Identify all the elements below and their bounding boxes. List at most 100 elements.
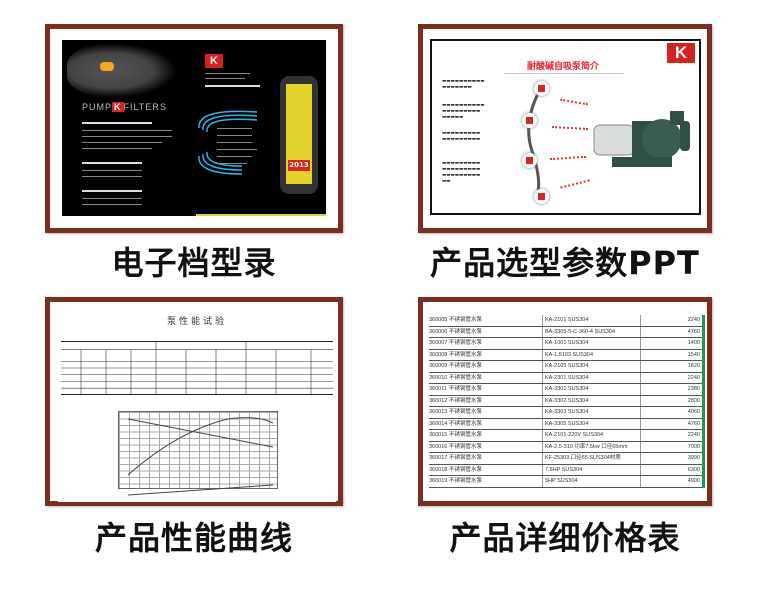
price-row: 360017 不锈钢管水泵 KF-25303 口径65 SUS304材质 3990 — [429, 453, 702, 465]
item-name: 不锈钢管水泵 — [449, 430, 543, 441]
price-row: 360014 不锈钢管水泵 KA-3305 SUS304 4760 — [429, 418, 702, 430]
item-code: 360013 — [429, 409, 448, 415]
item-price: 2240 — [687, 432, 700, 438]
item-code: 360017 — [429, 455, 448, 461]
world-map — [67, 43, 177, 98]
item-code: 360007 — [429, 340, 448, 346]
item-name: 不锈钢管水泵 — [449, 315, 543, 326]
brochure-brand: PUMP K FILTERS — [82, 102, 167, 112]
item-model: 5HP SUS304 — [543, 476, 641, 487]
item-code: 360005 — [429, 317, 448, 323]
price-row: 360015 不锈钢管水泵 KA-2101-220V SUS304 2240 — [429, 430, 702, 442]
item-price: 2240 — [687, 374, 700, 381]
price-row: 360007 不锈钢管水泵 KA-1001 SUS304 1400 — [429, 338, 702, 350]
brochure-image: PUMP K FILTERS K 2013 — [62, 40, 326, 216]
curve-grid — [118, 411, 278, 489]
item-model: KA-2301 SUS304 — [543, 372, 641, 383]
card-label-brochure: 电子档型录 — [111, 244, 277, 282]
k-logo: K — [205, 54, 223, 68]
item-model: BA-3305-5-C-360-4 SUS304 — [543, 326, 641, 337]
price-row: 360009 不锈钢管水泵 KA-2105 SUS304 1820 — [429, 361, 702, 373]
price-row: 360008 不锈钢管水泵 KA-1.5103 SUS304 1540 — [429, 349, 702, 361]
price-row: 360005 不锈钢管水泵 KA-2101 SUS304 2240 — [429, 315, 702, 327]
card-label-curves: 产品性能曲线 — [94, 519, 293, 557]
item-code: 360009 — [429, 363, 448, 369]
item-code: 360015 — [429, 432, 448, 438]
yellow-panel: 2013 — [280, 76, 318, 194]
price-list-thumbnail[interactable]: 360005 不锈钢管水泵 KA-2101 SUS304 2240 360006 不锈钢管… — [418, 297, 712, 506]
pump-image — [593, 111, 690, 167]
item-name: 不锈钢管水泵 — [449, 326, 543, 337]
item-model: KA-3303 SUS304 — [543, 407, 641, 418]
item-name: 不锈钢管水泵 — [449, 464, 543, 475]
price-row: 360018 不锈钢管水泵 7.5HP SUS304 6300 — [429, 464, 702, 476]
price-table: 360005 不锈钢管水泵 KA-2101 SUS304 2240 360006 不锈钢管… — [429, 315, 705, 488]
performance-curves — [127, 417, 274, 496]
item-name: 不锈钢管水泵 — [449, 476, 543, 487]
item-name: 不锈钢管水泵 — [449, 372, 543, 383]
item-name: 不锈钢管水泵 — [449, 361, 543, 372]
brochure-thumbnail[interactable]: PUMP K FILTERS K 2013 — [45, 24, 343, 233]
card-label-ppt: 产品选型参数PPT — [430, 244, 700, 282]
year-badge: 2013 — [288, 160, 310, 171]
item-model: KA-3302 SUS304 — [543, 395, 641, 406]
item-code: 360014 — [429, 420, 448, 427]
item-name: 不锈钢管水泵 — [449, 453, 543, 464]
item-price: 4900 — [687, 478, 700, 484]
price-row: 360006 不锈钢管水泵 BA-3305-5-C-360-4 SUS304 4760 — [429, 326, 702, 338]
blue-arcs — [198, 110, 257, 175]
ppt-thumbnail[interactable]: K 耐酸碱自吸泵简介 ▬▬▬▬▬▬▬▬▬▬ ▬▬▬▬▬▬▬ ▬▬▬▬▬▬▬▬▬▬ ▬… — [418, 24, 712, 233]
item-model: KA-2101-220V SUS304 — [543, 430, 641, 441]
ppt-slide: K 耐酸碱自吸泵简介 ▬▬▬▬▬▬▬▬▬▬ ▬▬▬▬▬▬▬ ▬▬▬▬▬▬▬▬▬▬ ▬… — [430, 39, 701, 215]
item-name: 不锈钢管水泵 — [449, 407, 543, 418]
item-name: 不锈钢管水泵 — [449, 441, 543, 452]
item-price: 7000 — [687, 443, 700, 450]
item-code: 360006 — [429, 328, 448, 335]
k-logo: K — [667, 43, 695, 63]
test-data-table — [61, 341, 333, 395]
item-model: KA-2105 SUS304 — [543, 361, 641, 372]
item-model: KA-2101 SUS304 — [543, 315, 641, 326]
item-price: 6300 — [687, 466, 700, 473]
price-row: 360019 不锈钢管水泵 5HP SUS304 4900 — [429, 476, 702, 488]
item-name: 不锈钢管水泵 — [449, 349, 543, 360]
item-name: 不锈钢管水泵 — [449, 384, 543, 395]
item-code: 360019 — [429, 478, 448, 484]
price-row: 360010 不锈钢管水泵 KA-2301 SUS304 2240 — [429, 372, 702, 384]
price-row: 360011 不锈钢管水泵 KA-3301 SUS304 2380 — [429, 384, 702, 396]
performance-curve-thumbnail[interactable]: 泵性能试验 — [45, 297, 343, 506]
price-row: 360012 不锈钢管水泵 KA-3302 SUS304 2800 — [429, 395, 702, 407]
timeline-curve — [527, 85, 544, 197]
item-model: 7.5HP SUS304 — [543, 464, 641, 475]
item-price: 1540 — [687, 351, 700, 358]
item-price: 3990 — [687, 455, 700, 461]
item-model: KA-2.5-310 功率7.5kw 口径65mm — [543, 441, 641, 452]
item-model: KA-1.5103 SUS304 — [543, 349, 641, 360]
price-row: 360013 不锈钢管水泵 KA-3303 SUS304 4060 — [429, 407, 702, 419]
item-model: KA-1001 SUS304 — [543, 338, 641, 349]
item-name: 不锈钢管水泵 — [449, 418, 543, 429]
item-model: KF-25303 口径65 SUS304材质 — [543, 453, 641, 464]
item-code: 360008 — [429, 351, 448, 358]
sheet-title: 泵性能试验 — [166, 317, 227, 327]
test-sheet: 泵性能试验 — [58, 307, 336, 502]
item-code: 360011 — [429, 386, 447, 392]
price-row: 360016 不锈钢管水泵 KA-2.5-310 功率7.5kw 口径65mm 700… — [429, 441, 702, 453]
item-price: 1400 — [687, 340, 700, 346]
item-model: KA-3305 SUS304 — [543, 418, 641, 429]
item-name: 不锈钢管水泵 — [449, 395, 543, 406]
item-code: 360012 — [429, 397, 448, 404]
item-code: 360018 — [429, 466, 448, 473]
card-label-price: 产品详细价格表 — [449, 519, 681, 557]
item-model: KA-3301 SUS304 — [543, 384, 641, 395]
slide-title: 耐酸碱自吸泵简介 — [527, 62, 600, 72]
item-name: 不锈钢管水泵 — [449, 338, 543, 349]
item-price: 4760 — [687, 328, 700, 335]
item-price: 1820 — [687, 363, 700, 369]
item-code: 360016 — [429, 443, 448, 450]
item-price: 4760 — [687, 420, 700, 427]
item-code: 360010 — [429, 374, 448, 381]
item-price: 4060 — [687, 409, 700, 415]
k-logo: K — [112, 102, 124, 112]
china-highlight — [100, 62, 114, 71]
